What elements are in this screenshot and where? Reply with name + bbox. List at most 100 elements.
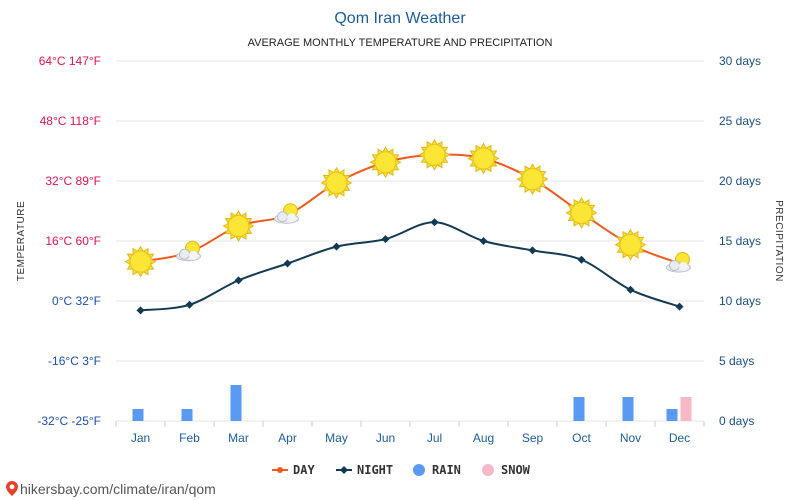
temperature-axis: 64°C 147°F 48°C 118°F 32°C 89°F 16°C 60°F 0°… [37,54,101,428]
month-label: Dec [669,431,690,445]
gridlines [115,60,705,427]
cloud-shape [669,260,680,271]
month-label: Apr [278,431,297,445]
legend-item-night: NIGHT [336,463,393,477]
sun-icon [320,166,353,199]
sun-icon [418,138,451,171]
night-temperature-line [140,221,680,312]
night-point [234,276,243,285]
legend-label: RAIN [432,463,461,477]
sun-disc [374,151,397,174]
precipitation-tick-label: 10 days [719,294,761,308]
cloud-shape [189,250,198,260]
partly-cloudy-icon [274,203,299,224]
sun-disc [325,171,348,194]
sun-icon [124,245,157,278]
snow-bar [680,397,692,421]
legend: DAY NIGHT RAIN SNOW [272,463,531,477]
day-temperature-line [140,153,680,265]
temperature-tick-label: 16°C 60°F [45,234,101,248]
month-label: Aug [473,431,494,445]
precipitation-tick-label: 20 days [719,174,761,188]
month-label: Jan [131,431,150,445]
precipitation-axis-title: PRECIPITATION [773,200,784,282]
chart-subtitle: AVERAGE MONTHLY TEMPERATURE AND PRECIPIT… [248,37,553,49]
sun-icon [614,228,647,261]
night-point [332,242,341,251]
precipitation-tick-label: 0 days [719,414,754,428]
night-point [381,235,390,244]
night-point [136,306,145,315]
sun-icon [467,142,500,175]
temperature-tick-label: 64°C 147°F [39,54,101,68]
location-pin-icon [6,481,18,496]
night-point [479,237,488,245]
credit-text[interactable]: hikersbay.com/climate/iran/qom [20,481,216,497]
precipitation-tick-label: 15 days [719,234,761,248]
month-label: Nov [620,431,641,445]
chart-title: Qom Iran Weather [334,10,466,27]
night-point [626,285,635,294]
month-label: Sep [522,431,544,445]
night-point [185,300,194,309]
legend-label: SNOW [501,463,531,477]
sun-disc [227,215,250,237]
legend-label: NIGHT [357,463,393,477]
rain-bar [573,397,585,421]
rain-bar [181,409,193,421]
legend-day-dot [277,467,283,473]
sun-icon [516,163,549,196]
weather-icons [124,138,691,278]
rain-bar [230,385,242,421]
sun-disc [570,201,593,224]
cloud-shape [179,248,190,260]
sun-icon [369,146,402,179]
cloud-shape [679,262,688,271]
month-axis: Jan Feb Mar Apr May Jun Jul Aug Sep Oct Nov Dec [131,431,690,445]
month-label: Jul [427,431,442,445]
sun-disc [619,233,642,256]
legend-night-diamond [340,466,348,474]
rain-bar [132,409,144,421]
legend-item-snow: SNOW [482,463,531,477]
credit[interactable]: hikersbay.com/climate/iran/qom [6,481,216,497]
month-label: Mar [228,431,249,445]
night-point [283,259,292,268]
sun-icon [565,196,598,229]
sun-disc [423,143,446,166]
partly-cloudy-icon [666,252,691,273]
precipitation-bars [132,385,692,421]
legend-item-rain: RAIN [413,463,461,477]
sun-disc [472,147,495,170]
sun-icon [222,209,255,243]
cloud-shape [277,211,288,223]
temperature-tick-label: -16°C 3°F [48,354,101,368]
night-point [430,218,439,227]
sun-disc [129,250,152,273]
temperature-axis-title: TEMPERATURE [16,201,27,281]
sun-disc [521,168,544,191]
temperature-tick-label: 48°C 118°F [40,114,101,128]
night-point [675,302,684,311]
precipitation-tick-label: 25 days [719,114,761,128]
cloud-shape [287,213,296,223]
precipitation-axis: 30 days 25 days 20 days 15 days 10 days 5 day… [719,54,761,428]
legend-snow-dot [482,464,494,476]
precipitation-tick-label: 30 days [719,54,761,68]
temperature-tick-label: 32°C 89°F [45,174,101,188]
temperature-tick-label: 0°C 32°F [52,294,101,308]
night-point [528,246,537,255]
month-label: Jun [376,431,395,445]
legend-label: DAY [293,463,315,477]
temperature-tick-label: -32°C -25°F [37,414,101,428]
temperature-lines [136,153,684,315]
rain-bar [666,409,678,421]
rain-bar [622,397,634,421]
month-label: Feb [179,431,200,445]
precipitation-tick-label: 5 days [719,354,754,368]
partly-cloudy-icon [176,240,201,262]
night-point [577,255,586,264]
month-label: May [325,431,348,445]
month-label: Oct [572,431,591,445]
